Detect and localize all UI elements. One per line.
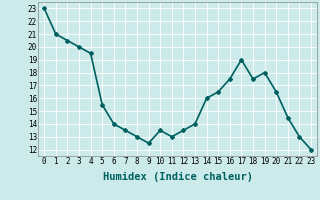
X-axis label: Humidex (Indice chaleur): Humidex (Indice chaleur) xyxy=(103,172,252,182)
